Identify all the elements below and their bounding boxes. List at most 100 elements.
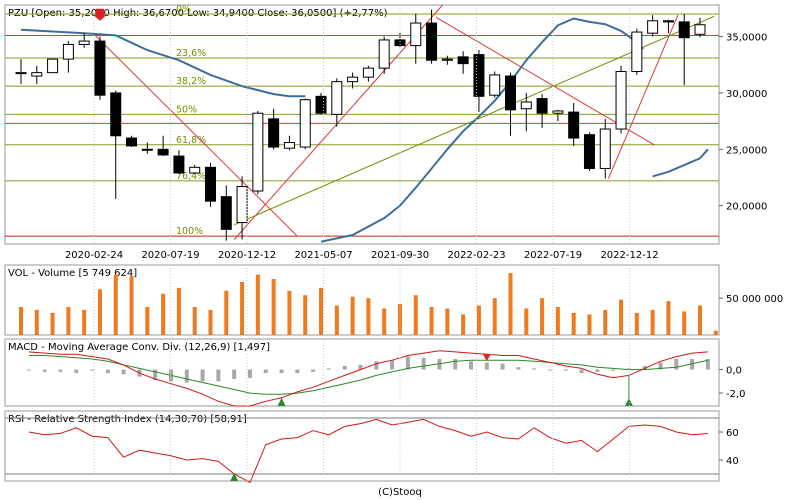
macd-line: [28, 350, 708, 407]
candle-body: [647, 20, 659, 34]
candle-body: [252, 112, 264, 192]
x-tick-label: 2021-05-07: [294, 250, 352, 261]
macd-histogram-bar: [469, 361, 474, 370]
macd-header: MACD - Moving Average Conv. Div. (12,26,…: [8, 342, 270, 353]
macd-histogram-bar: [26, 369, 31, 371]
candle-body: [473, 54, 485, 97]
macd-histogram-bar: [579, 369, 584, 374]
macd-histogram-bar: [642, 366, 647, 370]
volume-bar: [713, 330, 718, 335]
macd-histogram-bar: [247, 369, 252, 378]
macd-histogram-bar: [326, 368, 331, 370]
price-tick-label: 35,0000: [726, 33, 767, 44]
candle-body: [331, 81, 343, 115]
rsi-line: [28, 418, 708, 484]
candle-body: [441, 58, 453, 61]
volume-bar: [303, 295, 308, 335]
x-tick-label: 2020-12-12: [218, 250, 276, 261]
volume-bar: [650, 309, 655, 335]
x-tick-label: 2021-09-30: [371, 250, 429, 261]
macd-histogram-bar: [421, 357, 426, 370]
sell-signal-marker: [482, 354, 491, 361]
candle-body: [520, 101, 532, 110]
buy-signal-marker: [624, 398, 633, 406]
volume-bar: [224, 290, 229, 335]
macd-histogram-bar: [626, 368, 631, 370]
volume-bar: [508, 273, 513, 335]
volume-bar: [334, 305, 339, 335]
fib-level-label: 61,8%: [176, 135, 206, 146]
macd-histogram-bar: [263, 369, 268, 374]
macd-histogram-bar: [563, 369, 568, 371]
volume-frame: [4, 264, 720, 336]
candle-body: [347, 76, 359, 83]
macd-histogram-bar: [516, 367, 521, 370]
volume-bar: [129, 276, 134, 335]
x-tick-label: 2022-12-12: [600, 250, 658, 261]
candle-body: [426, 22, 438, 61]
volume-bar: [524, 308, 529, 335]
fib-level-label: 50%: [176, 104, 197, 115]
candle-body: [552, 110, 564, 114]
candle-body: [141, 148, 153, 151]
candle-body: [583, 134, 595, 169]
macd-signal-line: [28, 355, 709, 395]
macd-frame: [4, 338, 720, 407]
candle-body: [568, 111, 580, 139]
price-tick-label: 25,0000: [726, 145, 767, 156]
fib-level-label: 38,2%: [176, 76, 206, 87]
rsi-tick-label: 40: [726, 456, 739, 467]
candle-body: [15, 72, 27, 75]
macd-histogram-bar: [58, 369, 63, 372]
price-frame: [4, 4, 720, 245]
volume-bar: [540, 298, 545, 335]
candle-body: [299, 99, 311, 148]
macd-histogram-bar: [42, 369, 47, 372]
candle-body: [694, 24, 706, 35]
rsi-header: RSI - Relative Strength Index (14,30,70)…: [8, 414, 247, 425]
rsi-panel: RSI - Relative Strength Index (14,30,70)…: [4, 410, 739, 484]
macd-histogram-bar: [374, 361, 379, 370]
macd-histogram-bar: [311, 369, 316, 372]
volume-bar: [382, 308, 387, 335]
volume-bar: [255, 274, 260, 335]
volume-bar: [445, 308, 450, 335]
macd-histogram-bar: [595, 369, 600, 372]
candle-body: [78, 40, 90, 45]
macd-histogram-bar: [532, 368, 537, 370]
volume-bar: [698, 305, 702, 335]
candle-body: [283, 142, 295, 149]
fib-level-label: 0%: [176, 4, 191, 15]
volume-bar: [271, 279, 276, 335]
candle-body: [236, 186, 248, 224]
volume-bar: [176, 287, 181, 335]
trend-line: [94, 35, 298, 237]
macd-histogram-bar: [153, 369, 158, 381]
macd-histogram-bar: [453, 358, 458, 370]
candle-body: [268, 118, 280, 148]
x-tick-label: 2022-07-19: [524, 250, 582, 261]
candle-body: [204, 166, 216, 202]
candle-body: [394, 39, 406, 47]
candle-body: [505, 75, 517, 111]
volume-bar: [555, 307, 560, 335]
macd-histogram-bar: [200, 369, 205, 382]
price-tick-label: 30,0000: [726, 89, 767, 100]
moving-average-line: [320, 17, 644, 243]
volume-bar: [192, 307, 197, 335]
candle-body: [47, 58, 59, 74]
volume-panel: VOL - Volume [5 749 624] 50 000 000: [4, 264, 783, 336]
candle-body: [94, 40, 106, 96]
volume-bar: [587, 314, 592, 335]
price-panel: PZU [Open: 35,2000 High: 36,6700 Low: 34…: [4, 4, 767, 245]
rsi-tick-label: 60: [726, 428, 739, 439]
candle-body: [662, 20, 674, 23]
macd-histogram-bar: [500, 363, 505, 370]
candle-body: [157, 148, 169, 156]
fib-level-label: 23,6%: [176, 48, 206, 59]
candle-body: [173, 155, 185, 174]
macd-histogram-bar: [74, 369, 79, 374]
volume-bar: [429, 307, 434, 335]
candle-body: [678, 21, 690, 39]
x-axis: 2020-02-24 2020-07-19 2020-12-12 2021-05-07…: [65, 5, 659, 481]
